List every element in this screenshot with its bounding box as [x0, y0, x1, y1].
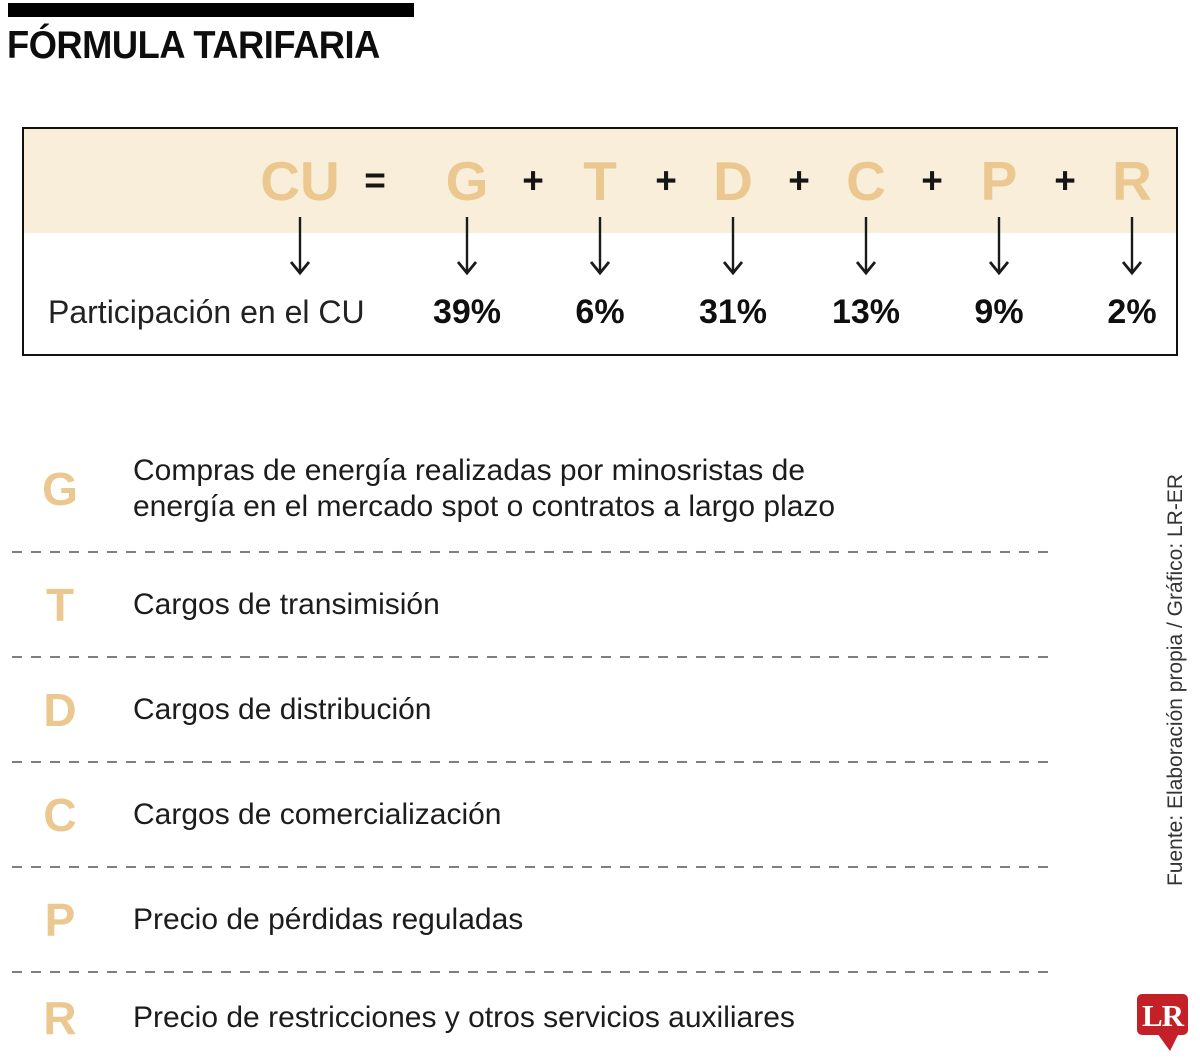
participation-value-t: 6%	[575, 293, 625, 331]
definition-text-g: Compras de energía realizadas por minosr…	[133, 454, 836, 523]
formula-term-p: P	[980, 150, 1018, 212]
formula-result-cu: CU	[260, 150, 340, 212]
definition-row-r: R Precio de restricciones y otros servic…	[12, 973, 1050, 1063]
formula-term-c: C	[846, 150, 886, 212]
formula-term-g: G	[445, 150, 489, 212]
definition-text-r: Precio de restricciones y otros servicio…	[133, 1001, 795, 1034]
definition-text-c: Cargos de comercialización	[133, 797, 502, 831]
plus-sign: +	[788, 160, 810, 201]
definition-row-t: T Cargos de transimisión	[12, 553, 1050, 656]
definition-text-t: Cargos de transimisión	[133, 587, 440, 621]
participation-value-d: 31%	[698, 293, 768, 331]
formula-term-t: T	[583, 150, 617, 212]
definition-letter-g: G	[42, 463, 78, 515]
page-title: FÓRMULA TARIFARIA	[7, 24, 380, 67]
dashed-divider	[12, 971, 1050, 973]
title-accent-bar	[8, 3, 414, 17]
definition-letter-t: T	[45, 578, 75, 631]
down-arrow-icon	[988, 217, 1010, 276]
dashed-divider	[12, 866, 1050, 868]
formula-highlight-band	[24, 129, 1176, 233]
definition-row-g: G Compras de energía realizadas por mino…	[12, 427, 1050, 551]
lr-logo: LR	[1137, 994, 1188, 1051]
definition-letter-d: D	[43, 683, 77, 736]
participation-value-r: 2%	[1107, 293, 1157, 331]
down-arrow-icon	[589, 217, 611, 276]
participation-value-g: 39%	[432, 293, 502, 331]
formula-term-r: R	[1112, 150, 1152, 212]
plus-sign: +	[921, 160, 943, 201]
formula-box: CU = G + T + D + C + P + R	[22, 127, 1178, 356]
definition-row-d: D Cargos de distribución	[12, 658, 1050, 761]
lr-logo-text: LR	[1142, 998, 1185, 1033]
definition-letter-c: C	[43, 788, 77, 841]
formula-term-d: D	[713, 150, 753, 212]
definition-row-c: C Cargos de comercialización	[12, 763, 1050, 866]
dashed-divider	[12, 761, 1050, 763]
participation-value-p: 9%	[974, 293, 1024, 331]
source-credit: Fuente: Elaboración propia / Gráfico: LR…	[1164, 473, 1187, 887]
dashed-divider	[12, 551, 1050, 553]
participation-label: Participación en el CU	[48, 294, 365, 330]
definition-row-p: P Precio de pérdidas reguladas	[12, 868, 1050, 971]
definition-text-p: Precio de pérdidas reguladas	[133, 902, 524, 936]
equals-sign: =	[364, 160, 386, 201]
down-arrow-icon	[1121, 217, 1143, 276]
dashed-divider	[12, 656, 1050, 658]
definition-letter-r: R	[43, 992, 77, 1044]
down-arrow-icon	[722, 217, 744, 276]
definition-text-d: Cargos de distribución	[133, 692, 432, 726]
down-arrow-icon	[289, 217, 311, 276]
definitions-list: G Compras de energía realizadas por mino…	[12, 427, 1050, 1063]
plus-sign: +	[1054, 160, 1076, 201]
plus-sign: +	[522, 160, 544, 201]
down-arrow-icon	[456, 217, 478, 276]
down-arrow-icon	[855, 217, 877, 276]
plus-sign: +	[655, 160, 677, 201]
definition-letter-p: P	[44, 893, 76, 946]
participation-value-c: 13%	[831, 293, 901, 331]
